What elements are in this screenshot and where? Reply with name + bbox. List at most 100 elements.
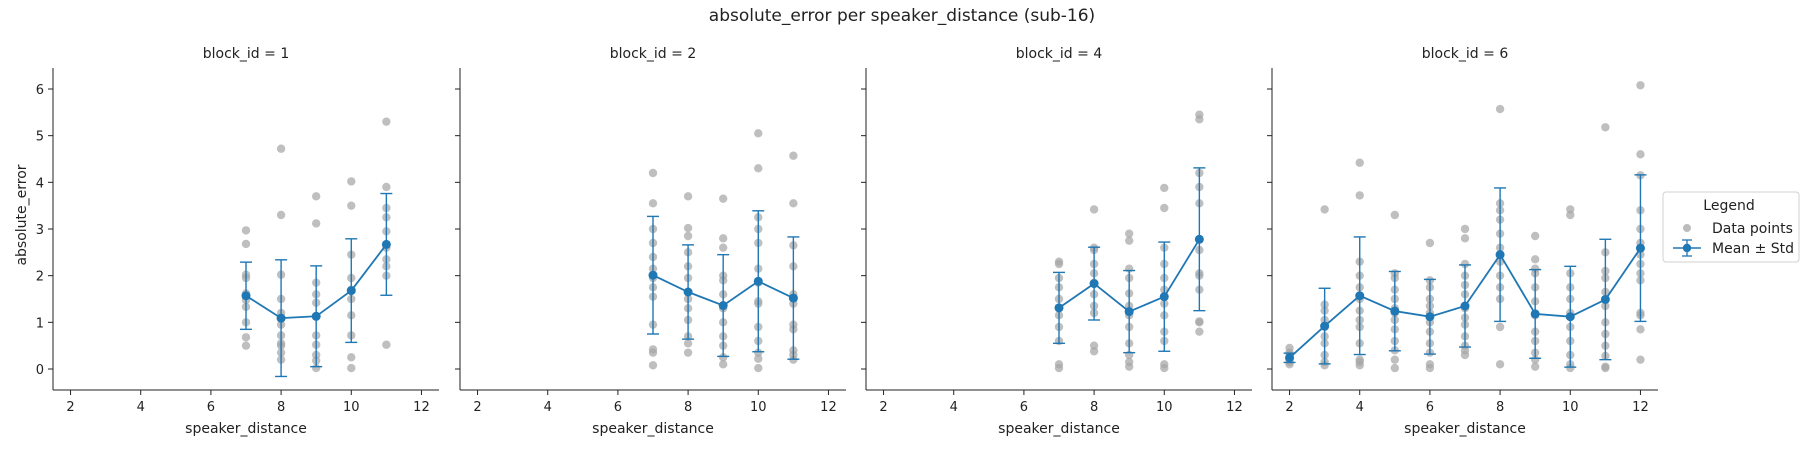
mean-marker (346, 286, 356, 296)
mean-marker (1159, 292, 1169, 302)
y-tick-label: 1 (36, 316, 44, 331)
data-point (347, 363, 356, 373)
data-point (683, 348, 693, 357)
data-point (1530, 362, 1540, 371)
data-point (1636, 325, 1645, 334)
data-point (718, 360, 728, 369)
data-point (1530, 231, 1540, 241)
data-point (241, 333, 251, 342)
data-point (311, 219, 321, 228)
y-axis-label: absolute_error (14, 164, 30, 265)
data-point (382, 117, 391, 126)
data-point (754, 363, 763, 373)
mean-marker (1635, 243, 1645, 253)
data-point (1530, 255, 1540, 264)
data-point (382, 182, 391, 192)
data-point (1636, 355, 1645, 364)
x-tick-label: 4 (137, 400, 145, 415)
data-point (1195, 327, 1204, 336)
x-tick-label: 2 (879, 400, 887, 415)
data-point (1460, 224, 1470, 234)
data-point (347, 201, 356, 210)
x-axis-label: speaker_distance (998, 421, 1120, 437)
data-point (1089, 347, 1099, 356)
x-tick-label: 8 (1496, 400, 1504, 415)
data-point (1054, 259, 1064, 269)
x-tick-label: 4 (950, 400, 958, 415)
data-point (1355, 361, 1364, 370)
x-tick-label: 12 (1226, 400, 1243, 415)
data-point (1495, 360, 1505, 369)
x-axis-label: speaker_distance (1404, 421, 1526, 437)
data-point (276, 144, 286, 153)
panel-title: block_id = 2 (610, 46, 696, 62)
mean-marker (1194, 234, 1204, 244)
mean-marker (1124, 307, 1134, 317)
legend-frame (1662, 191, 1800, 263)
data-point (789, 151, 798, 160)
mean-marker (788, 293, 798, 303)
data-point (648, 361, 658, 370)
x-tick-label: 10 (1156, 400, 1173, 415)
x-tick-label: 4 (544, 400, 552, 415)
y-tick-label: 3 (36, 223, 44, 238)
data-point (683, 339, 693, 348)
data-point (1425, 363, 1435, 373)
mean-marker (1460, 301, 1470, 311)
x-axis-label: speaker_distance (185, 421, 307, 437)
x-tick-label: 12 (413, 400, 430, 415)
x-tick-label: 8 (1090, 400, 1098, 415)
mean-marker (1600, 294, 1610, 304)
data-point (1460, 259, 1470, 269)
data-point (1355, 191, 1364, 200)
legend-mean-label: Mean ± Std (1712, 241, 1794, 257)
y-tick-label: 5 (36, 130, 44, 145)
panel-2: block_id = 2 2 4 6 8 10 12 speaker_distance (455, 46, 846, 437)
mean-marker (1285, 353, 1295, 363)
x-tick-label: 8 (684, 400, 692, 415)
data-point (347, 353, 356, 362)
mean-marker (683, 287, 693, 297)
y-tick-label: 4 (36, 176, 44, 191)
data-point (683, 231, 693, 241)
mean-marker (311, 311, 321, 321)
data-point (1390, 363, 1400, 373)
mean-marker (1054, 303, 1064, 313)
x-tick-label: 10 (1562, 400, 1579, 415)
data-point (241, 341, 251, 350)
data-point (1601, 363, 1610, 373)
data-point (648, 168, 658, 178)
data-point (1495, 104, 1505, 114)
mean-marker (381, 239, 391, 249)
x-tick-label: 2 (473, 400, 481, 415)
x-tick-label: 6 (207, 400, 215, 415)
data-point (1460, 234, 1470, 243)
mean-marker (648, 270, 658, 280)
mean-marker (1565, 312, 1575, 322)
mean-marker (1425, 312, 1435, 322)
data-point (754, 129, 763, 138)
x-tick-label: 6 (614, 400, 622, 415)
y-tick-label: 6 (36, 83, 44, 98)
y-tick-label: 2 (36, 270, 44, 285)
x-tick-label: 6 (1020, 400, 1028, 415)
data-point (718, 234, 728, 243)
panel-title: block_id = 1 (203, 46, 289, 62)
data-point (648, 348, 658, 357)
mean-marker (1495, 250, 1505, 260)
data-point (1160, 183, 1169, 193)
data-point (1124, 362, 1134, 371)
data-point (754, 354, 763, 363)
data-point (1124, 236, 1134, 245)
legend-mean-marker (1682, 243, 1692, 253)
legend: Legend Data points Mean ± Std (1662, 191, 1800, 263)
data-point (648, 199, 658, 208)
x-axis-label: speaker_distance (592, 421, 714, 437)
mean-marker (1320, 321, 1330, 331)
data-point (1160, 363, 1169, 373)
data-point (1320, 205, 1329, 214)
data-point (241, 226, 251, 235)
data-point (789, 199, 798, 208)
